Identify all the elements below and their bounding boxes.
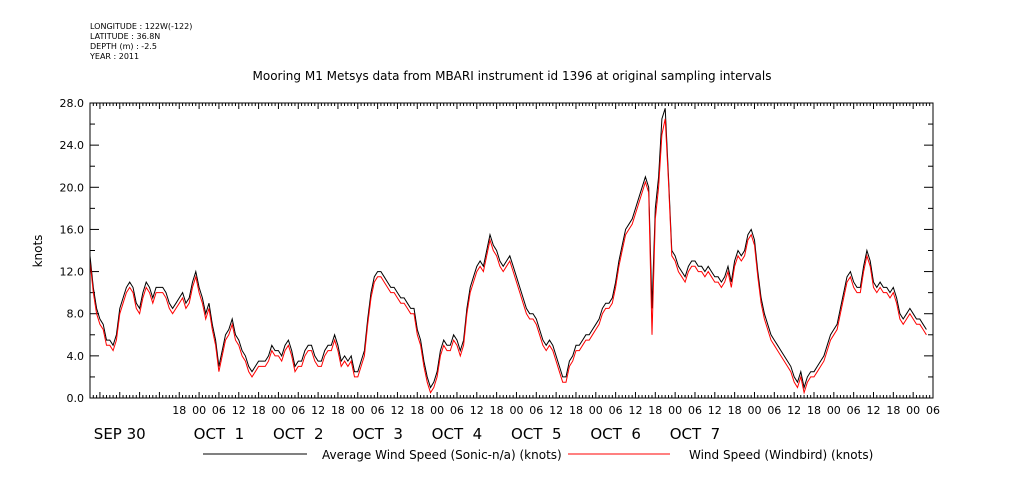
x-hour-label: 06	[212, 404, 226, 417]
x-hour-label: 12	[866, 404, 880, 417]
station-metadata: LONGITUDE : 122W(-122) LATITUDE : 36.8N …	[90, 22, 192, 62]
y-tick-label: 12.0	[60, 266, 85, 279]
year-label: YEAR : 2011	[90, 52, 140, 61]
x-day-label: OCT 2	[273, 425, 324, 443]
x-hour-label: 06	[529, 404, 543, 417]
chart-title: Mooring M1 Metsys data from MBARI instru…	[253, 69, 772, 83]
x-hour-label: 12	[390, 404, 404, 417]
x-day-label: OCT 5	[511, 425, 562, 443]
x-hour-label: 06	[847, 404, 861, 417]
x-hour-label: 12	[470, 404, 484, 417]
x-hour-label: 00	[747, 404, 761, 417]
y-tick-label: 24.0	[60, 139, 85, 152]
x-hour-label: 06	[767, 404, 781, 417]
x-hour-label: 12	[787, 404, 801, 417]
y-axis-label: knots	[31, 235, 45, 268]
x-hour-label: 12	[708, 404, 722, 417]
x-hour-label: 18	[807, 404, 821, 417]
x-hour-label: 06	[926, 404, 940, 417]
x-hour-label: 12	[311, 404, 325, 417]
axis-ticks	[89, 102, 934, 399]
x-hour-label: 18	[172, 404, 186, 417]
legend-label-2: Wind Speed (Windbird) (knots)	[689, 448, 873, 462]
x-hour-label: 06	[371, 404, 385, 417]
x-hour-label: 00	[192, 404, 206, 417]
x-day-label: OCT 1	[194, 425, 245, 443]
x-day-label: OCT 3	[352, 425, 403, 443]
x-hour-label: 18	[886, 404, 900, 417]
x-day-label: OCT 7	[670, 425, 721, 443]
x-hour-label: 12	[232, 404, 246, 417]
y-tick-label: 0.0	[67, 392, 85, 405]
latitude-label: LATITUDE : 36.8N	[90, 32, 161, 41]
x-hour-label: 18	[728, 404, 742, 417]
x-hour-label: 00	[827, 404, 841, 417]
y-tick-label: 8.0	[67, 308, 85, 321]
x-hour-label: 18	[410, 404, 424, 417]
longitude-label: LONGITUDE : 122W(-122)	[90, 22, 193, 31]
x-hour-label: 06	[688, 404, 702, 417]
x-hour-label: 06	[450, 404, 464, 417]
x-hour-label: 18	[490, 404, 504, 417]
x-hour-label: 18	[252, 404, 266, 417]
x-hour-label: 12	[628, 404, 642, 417]
legend: Average Wind Speed (Sonic-n/a) (knots) Wi…	[203, 448, 873, 462]
x-hour-label: 00	[906, 404, 920, 417]
y-tick-label: 16.0	[60, 223, 85, 236]
plot-frame	[89, 102, 934, 399]
y-tick-label: 4.0	[67, 350, 85, 363]
x-day-label: OCT 4	[432, 425, 483, 443]
x-hour-label: 06	[291, 404, 305, 417]
x-hour-label: 00	[509, 404, 523, 417]
y-tick-label: 20.0	[60, 181, 85, 194]
x-hour-label: 18	[569, 404, 583, 417]
x-day-label: SEP 30	[94, 425, 146, 443]
x-day-label: OCT 6	[590, 425, 641, 443]
axis-labels: 0.0 4.0 8.0 12.0 16.0 20.0 24.0 28.0 18 00 06 12 18 0…	[60, 97, 941, 443]
series-lines	[89, 108, 927, 395]
depth-label: DEPTH (m) : -2.5	[90, 42, 157, 51]
x-hour-label: 00	[351, 404, 365, 417]
series-line-1	[89, 108, 927, 390]
y-tick-label: 28.0	[60, 97, 85, 110]
legend-label-1: Average Wind Speed (Sonic-n/a) (knots)	[322, 448, 562, 462]
x-hour-label: 00	[589, 404, 603, 417]
x-hour-label: 00	[430, 404, 444, 417]
x-hour-label: 18	[331, 404, 345, 417]
x-hour-label: 00	[271, 404, 285, 417]
series-line-2	[89, 118, 927, 395]
x-hour-label: 18	[648, 404, 662, 417]
x-hour-label: 12	[549, 404, 563, 417]
x-hour-label: 06	[609, 404, 623, 417]
x-hour-label: 00	[668, 404, 682, 417]
